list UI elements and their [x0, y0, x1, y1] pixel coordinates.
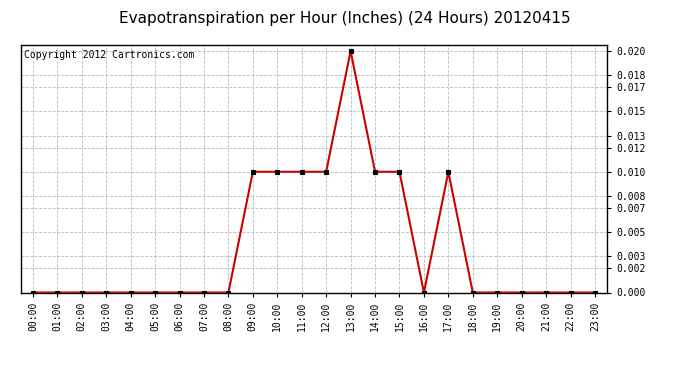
Text: Evapotranspiration per Hour (Inches) (24 Hours) 20120415: Evapotranspiration per Hour (Inches) (24… — [119, 11, 571, 26]
Text: Copyright 2012 Cartronics.com: Copyright 2012 Cartronics.com — [23, 50, 194, 60]
